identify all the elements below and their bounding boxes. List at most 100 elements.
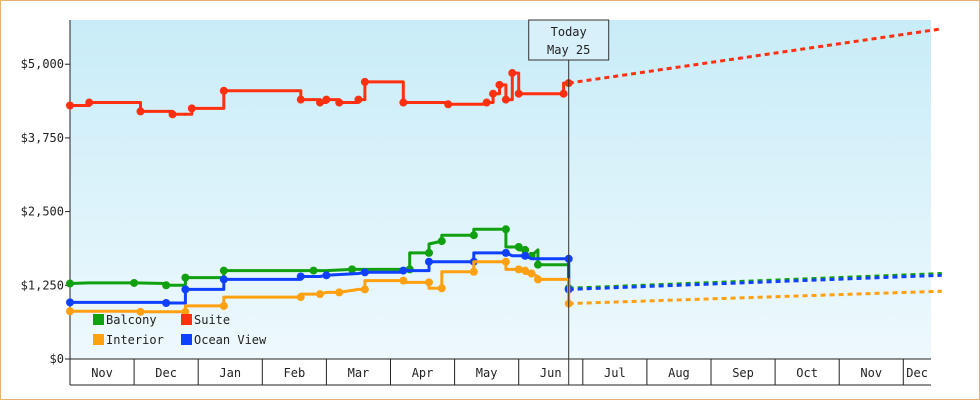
- month-label: Jul: [604, 366, 626, 380]
- y-tick-label: $5,000: [21, 57, 64, 71]
- data-point: [501, 225, 510, 234]
- legend-label: Interior: [106, 333, 164, 347]
- data-point: [514, 242, 523, 251]
- month-label: Apr: [412, 366, 434, 380]
- data-point: [315, 290, 324, 299]
- series-interior: [66, 257, 942, 316]
- data-point: [219, 275, 228, 284]
- data-point: [360, 268, 369, 277]
- month-label: Oct: [796, 366, 818, 380]
- month-label: Sep: [732, 366, 754, 380]
- today-label: Today: [551, 25, 587, 39]
- data-point: [296, 272, 305, 281]
- legend-swatch: [181, 314, 192, 325]
- data-point: [521, 251, 530, 260]
- data-point: [219, 86, 228, 95]
- legend-label: Ocean View: [194, 333, 267, 347]
- data-point: [521, 266, 530, 275]
- data-point: [424, 248, 433, 257]
- y-tick-label: $0: [50, 352, 64, 366]
- data-point: [469, 231, 478, 240]
- data-point: [66, 101, 74, 110]
- data-point: [136, 307, 145, 316]
- data-point: [399, 276, 408, 285]
- data-point: [219, 301, 228, 310]
- data-point: [315, 98, 324, 107]
- data-point: [130, 278, 139, 287]
- month-label: Jun: [540, 366, 562, 380]
- today-marker: Today May 25: [528, 19, 610, 385]
- data-point: [501, 257, 510, 266]
- data-point: [482, 98, 491, 107]
- legend-swatch: [181, 334, 192, 345]
- legend-label: Suite: [194, 313, 230, 327]
- month-label: Dec: [906, 366, 928, 380]
- legend-swatch: [93, 334, 104, 345]
- today-box: [528, 19, 610, 61]
- data-point: [335, 98, 344, 107]
- data-point: [162, 298, 171, 307]
- data-point: [66, 307, 74, 316]
- data-point: [399, 266, 408, 275]
- data-point: [521, 245, 530, 254]
- series-suite: [66, 27, 942, 119]
- data-point: [296, 293, 305, 302]
- month-label: Aug: [668, 366, 690, 380]
- data-point: [437, 237, 446, 246]
- month-label: Nov: [860, 366, 882, 380]
- today-date: May 25: [547, 43, 590, 57]
- y-tick-label: $3,750: [21, 131, 64, 145]
- data-point: [559, 89, 568, 98]
- month-label: Mar: [348, 366, 370, 380]
- data-point: [181, 273, 190, 282]
- data-point: [489, 89, 498, 98]
- month-label: Jan: [219, 366, 241, 380]
- data-point: [354, 95, 363, 104]
- data-point: [508, 69, 517, 78]
- series-line: [70, 251, 571, 305]
- data-point: [527, 269, 536, 278]
- legend-label: Balcony: [106, 313, 157, 327]
- y-tick-label: $1,250: [21, 278, 64, 292]
- data-point: [495, 80, 504, 89]
- data-point: [322, 271, 331, 280]
- data-point: [66, 298, 74, 307]
- data-point: [187, 104, 196, 113]
- data-point: [181, 285, 190, 294]
- data-point: [360, 77, 369, 86]
- data-point: [501, 95, 510, 104]
- data-point: [514, 89, 523, 98]
- legend: Balcony Suite Interior Ocean View: [93, 313, 267, 347]
- x-axis: Nov Dec Jan Feb Mar Apr May Jun Jul Aug Sep Oct Nov D…: [70, 358, 931, 386]
- data-point: [296, 95, 305, 104]
- data-point: [424, 278, 433, 287]
- month-label: Nov: [91, 366, 113, 380]
- data-point: [322, 95, 331, 104]
- data-point: [219, 266, 228, 275]
- series-layer: [66, 27, 942, 316]
- y-axis: $0 $1,250 $2,500 $3,750 $5,000: [21, 20, 71, 385]
- data-point: [533, 275, 542, 284]
- month-label: Dec: [155, 366, 177, 380]
- plot-background: [70, 20, 931, 359]
- data-point: [360, 285, 369, 294]
- data-point: [424, 257, 433, 266]
- month-label: Feb: [284, 366, 306, 380]
- data-point: [66, 279, 74, 288]
- data-point: [514, 265, 523, 274]
- data-point: [437, 284, 446, 293]
- data-point: [348, 265, 357, 274]
- data-point: [309, 266, 318, 275]
- data-point: [335, 288, 344, 297]
- series-ocean-view: [66, 248, 942, 307]
- data-point: [168, 110, 177, 119]
- data-point: [85, 98, 94, 107]
- legend-swatch: [93, 314, 104, 325]
- data-point: [399, 98, 408, 107]
- data-point: [469, 267, 478, 276]
- data-point: [181, 307, 190, 316]
- month-label: May: [476, 366, 498, 380]
- data-point: [162, 281, 171, 290]
- y-tick-label: $2,500: [21, 205, 64, 219]
